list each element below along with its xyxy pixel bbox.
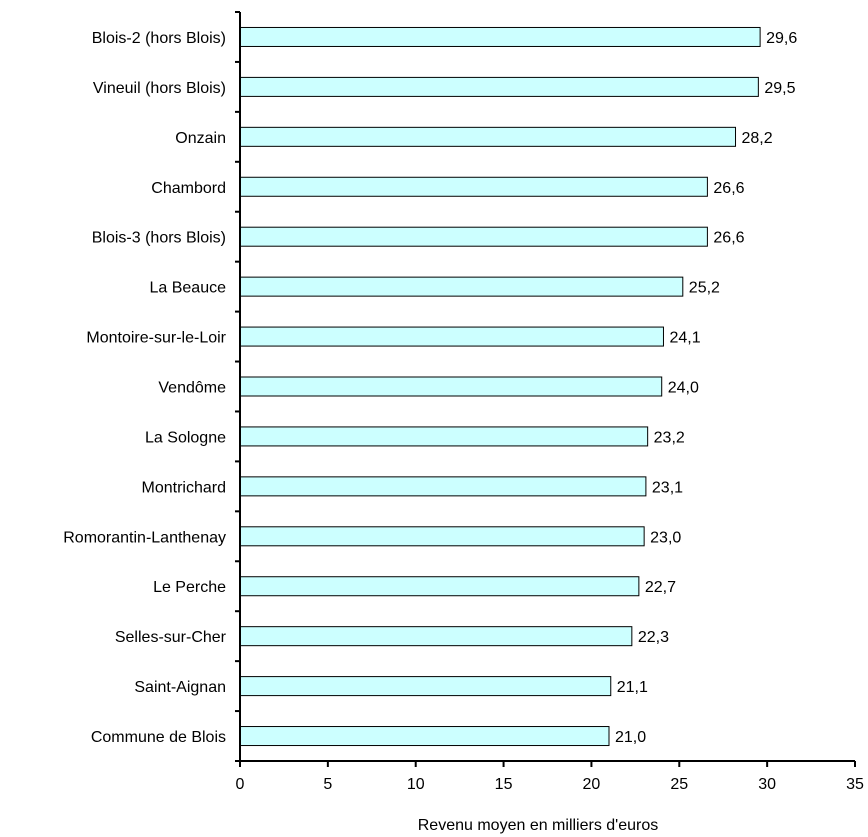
bar xyxy=(239,676,612,697)
x-tick-label: 35 xyxy=(846,776,864,793)
category-label: Selles-sur-Cher xyxy=(115,629,227,646)
category-label: La Beauce xyxy=(149,280,226,297)
bar xyxy=(239,626,633,647)
bar xyxy=(239,376,663,397)
value-label: 25,2 xyxy=(689,280,720,297)
category-label: Montrichard xyxy=(142,479,226,496)
labels-layer: Blois-2 (hors Blois) 29,6 Vineuil (hors Bl… xyxy=(63,30,864,793)
bar xyxy=(239,476,647,497)
bar xyxy=(239,126,737,147)
bar xyxy=(239,526,645,547)
value-label: 23,0 xyxy=(650,529,681,546)
value-label: 29,5 xyxy=(764,80,795,97)
x-tick-label: 30 xyxy=(758,776,776,793)
category-label: Le Perche xyxy=(153,579,226,596)
value-label: 23,2 xyxy=(654,429,685,446)
x-tick-label: 20 xyxy=(583,776,601,793)
category-label: Saint-Aignan xyxy=(134,679,226,696)
bar xyxy=(239,276,684,297)
bar xyxy=(239,426,649,447)
x-tick-label: 25 xyxy=(670,776,688,793)
bar xyxy=(239,576,640,597)
x-tick-label: 15 xyxy=(495,776,513,793)
category-label: Vineuil (hors Blois) xyxy=(93,80,226,97)
category-label: Commune de Blois xyxy=(91,729,226,746)
category-label: Blois-3 (hors Blois) xyxy=(92,230,226,247)
bar xyxy=(239,26,761,47)
bar xyxy=(239,726,610,747)
x-axis-title: Revenu moyen en milliers d'euros xyxy=(418,817,659,834)
value-label: 26,6 xyxy=(713,230,744,247)
value-label: 22,7 xyxy=(645,579,676,596)
value-label: 24,0 xyxy=(668,380,699,397)
axes-layer xyxy=(235,11,856,767)
value-label: 29,6 xyxy=(766,30,797,47)
value-label: 22,3 xyxy=(638,629,669,646)
value-label: 28,2 xyxy=(742,130,773,147)
value-label: 24,1 xyxy=(669,330,700,347)
bar xyxy=(239,326,664,347)
x-tick-label: 10 xyxy=(407,776,425,793)
category-label: Chambord xyxy=(151,180,226,197)
category-label: Romorantin-Lanthenay xyxy=(63,529,226,546)
bar xyxy=(239,76,759,97)
x-tick-label: 0 xyxy=(236,776,245,793)
value-label: 23,1 xyxy=(652,479,683,496)
value-label: 21,1 xyxy=(617,679,648,696)
value-label: 21,0 xyxy=(615,729,646,746)
category-label: La Sologne xyxy=(145,429,226,446)
value-label: 26,6 xyxy=(713,180,744,197)
bar xyxy=(239,226,708,247)
category-label: Blois-2 (hors Blois) xyxy=(92,30,226,47)
category-label: Vendôme xyxy=(158,380,226,397)
x-tick-label: 5 xyxy=(323,776,332,793)
category-label: Montoire-sur-le-Loir xyxy=(86,330,226,347)
bar xyxy=(239,176,708,197)
category-label: Onzain xyxy=(175,130,226,147)
